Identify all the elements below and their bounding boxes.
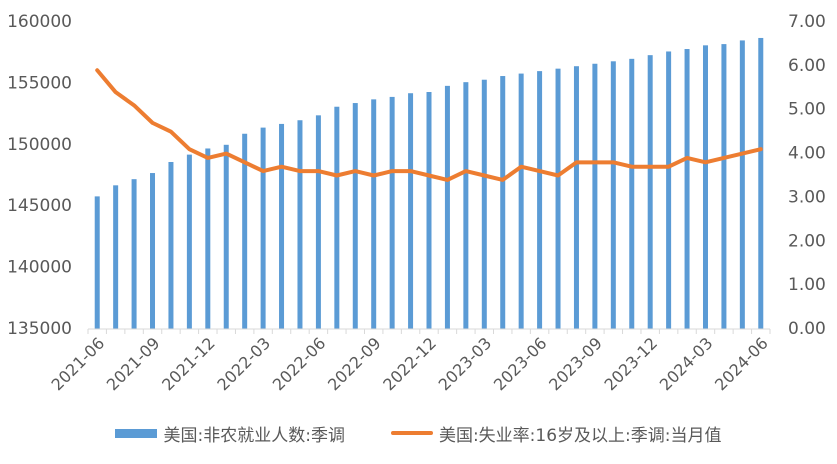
y-axis-left: 135000 140000 145000 150000 155000 160000	[7, 12, 72, 339]
x-tick-label: 2021-06	[48, 334, 109, 395]
legend-item-bars: 美国:非农就业人数:季调	[115, 421, 345, 446]
y-right-tick-label: 4.00	[788, 144, 826, 164]
bar	[242, 133, 248, 329]
bar	[537, 71, 543, 330]
x-tick-label: 2021-12	[158, 334, 219, 395]
legend-swatch-line	[390, 431, 433, 435]
legend: 美国:非农就业人数:季调 美国:失业率:16岁及以上:季调:当月值	[0, 420, 837, 446]
bar	[666, 51, 672, 329]
bar	[297, 120, 303, 330]
bar	[315, 115, 321, 329]
bar	[279, 123, 285, 329]
bar	[94, 196, 100, 329]
bar	[334, 106, 340, 329]
bar	[610, 61, 616, 330]
x-axis-labels: 2021-062021-092021-122022-032022-062022-…	[48, 334, 772, 395]
bar	[463, 82, 469, 329]
bar	[168, 161, 174, 329]
y-left-tick-label: 135000	[7, 319, 72, 339]
bar	[205, 148, 211, 329]
y-right-tick-label: 3.00	[788, 187, 826, 207]
bar	[444, 85, 450, 329]
bar	[758, 37, 764, 330]
legend-label-line: 美国:失业率:16岁及以上:季调:当月值	[438, 425, 722, 446]
bar	[426, 92, 432, 329]
y-left-tick-label: 155000	[7, 73, 72, 93]
x-tick-label: 2024-03	[656, 334, 717, 395]
bar	[518, 73, 524, 329]
x-tick-label: 2022-03	[213, 334, 274, 395]
bar	[371, 99, 377, 329]
bar-series	[94, 37, 764, 330]
y-axis-right: 0.00 1.00 2.00 3.00 4.00 5.00 6.00 7.00	[788, 12, 826, 339]
x-tick-label: 2022-06	[269, 334, 330, 395]
bar	[555, 68, 561, 329]
y-right-tick-label: 5.00	[788, 100, 826, 120]
y-right-tick-label: 1.00	[788, 275, 826, 295]
x-tick-label: 2023-06	[490, 334, 551, 395]
y-left-tick-label: 145000	[7, 196, 72, 216]
bar	[223, 144, 229, 329]
bar	[150, 173, 156, 329]
bar	[629, 58, 635, 330]
bar	[389, 96, 395, 329]
y-left-tick-label: 160000	[7, 12, 72, 32]
legend-swatch-bar	[115, 428, 158, 438]
x-tick-label: 2024-06	[711, 334, 772, 395]
x-axis-ticks	[87, 329, 771, 334]
bar	[573, 66, 579, 330]
y-right-tick-label: 6.00	[788, 56, 826, 76]
bar	[408, 93, 414, 329]
bar	[113, 185, 119, 329]
bar	[684, 49, 690, 330]
bar	[481, 79, 487, 329]
x-tick-label: 2023-12	[600, 334, 661, 395]
bar	[260, 127, 266, 329]
y-left-tick-label: 140000	[7, 258, 72, 278]
x-tick-label: 2023-09	[545, 334, 606, 395]
y-right-tick-label: 7.00	[788, 12, 826, 32]
bar	[131, 179, 137, 329]
bar	[352, 103, 358, 329]
x-tick-label: 2022-12	[379, 334, 440, 395]
y-left-tick-label: 150000	[7, 135, 72, 155]
legend-item-line: 美国:失业率:16岁及以上:季调:当月值	[390, 421, 722, 446]
legend-label-bars: 美国:非农就业人数:季调	[163, 425, 345, 446]
bar	[702, 45, 708, 329]
x-tick-label: 2021-09	[103, 334, 164, 395]
unemployment-line	[95, 68, 763, 182]
bar	[500, 76, 506, 329]
y-right-tick-label: 2.00	[788, 231, 826, 251]
y-right-tick-label: 0.00	[788, 319, 826, 339]
bar	[647, 55, 653, 329]
x-tick-label: 2023-03	[435, 334, 496, 395]
bar	[592, 63, 598, 329]
bar	[739, 40, 745, 330]
bar	[721, 44, 727, 329]
x-tick-label: 2022-09	[324, 334, 385, 395]
bar	[186, 154, 192, 329]
